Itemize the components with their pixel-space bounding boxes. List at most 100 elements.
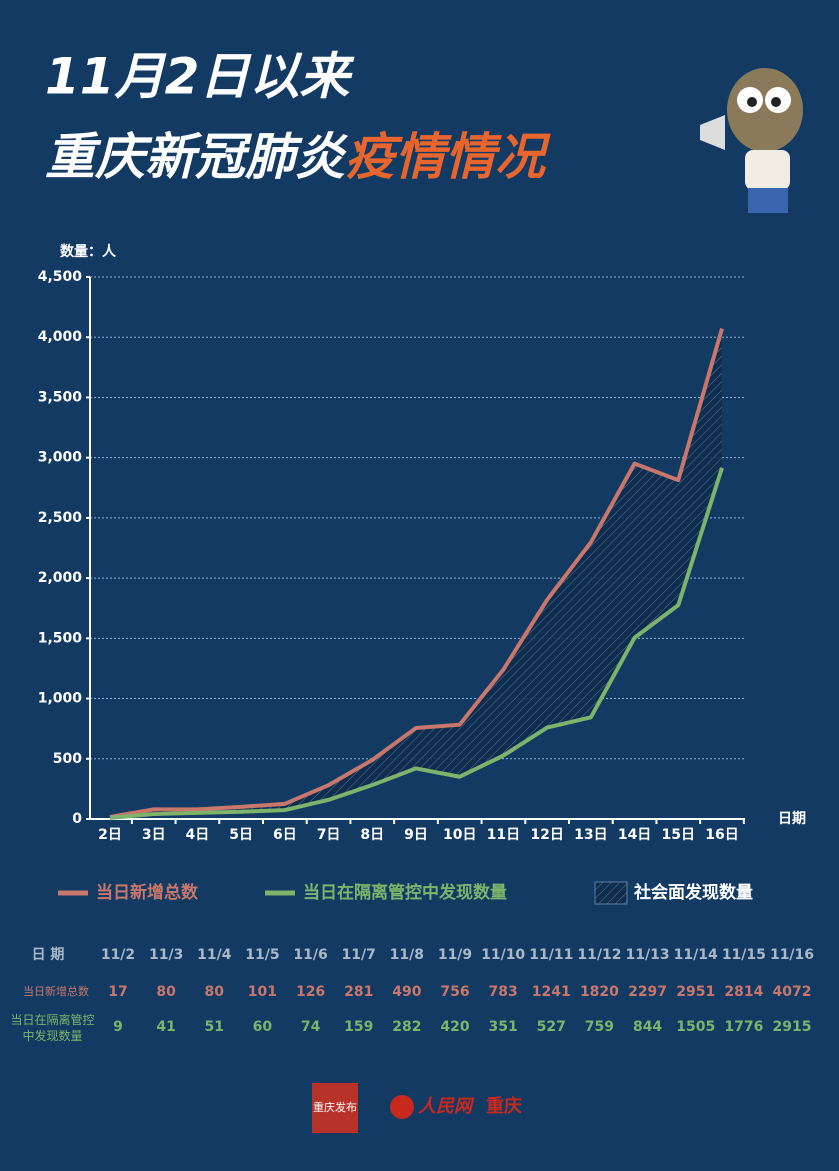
table-header: 日 期 xyxy=(32,947,65,963)
table-date: 11/10 xyxy=(481,947,525,963)
table-value: 51 xyxy=(205,1019,224,1035)
line xyxy=(109,467,724,820)
table-value: 2297 xyxy=(628,984,667,1000)
x-tick-label: 11日 xyxy=(487,827,520,843)
title-orange: 疫情情况 xyxy=(345,128,551,186)
logo2: 人民网 xyxy=(418,1096,475,1117)
x-tick-label: 14日 xyxy=(618,827,651,843)
x-tick-label: 9日 xyxy=(404,827,428,843)
x-tick-label: 8日 xyxy=(360,827,384,843)
table-date: 11/2 xyxy=(101,947,135,963)
table-date: 11/8 xyxy=(390,947,424,963)
logo1: 重庆发布 xyxy=(313,1100,357,1114)
logo2-city: 重庆 xyxy=(486,1095,522,1117)
title-line1: 11月2日以来 xyxy=(45,48,355,106)
y-tick-label: 500 xyxy=(53,751,82,767)
table-date: 11/4 xyxy=(197,947,232,963)
table-date: 11/9 xyxy=(438,947,472,963)
table-date: 11/13 xyxy=(626,947,670,963)
area xyxy=(110,328,722,818)
table-value: 783 xyxy=(489,984,518,1000)
x-tick-label: 5日 xyxy=(229,827,253,843)
y-axis-label: 数量：人 xyxy=(60,243,117,260)
x-tick-label: 13日 xyxy=(574,827,607,843)
table-row-label: 当日新增总数 xyxy=(23,984,89,998)
logo1-box xyxy=(312,1083,358,1133)
x-tick-label: 2日 xyxy=(98,827,122,843)
footer: 重庆发布 人民网 重庆 xyxy=(312,1083,522,1133)
table-value: 490 xyxy=(392,984,421,1000)
table-date: 11/16 xyxy=(770,947,814,963)
table-value: 756 xyxy=(440,984,469,1000)
x-tick-label: 4日 xyxy=(186,827,210,843)
table-date: 11/3 xyxy=(149,947,183,963)
table-date: 11/11 xyxy=(529,947,573,963)
table-value: 281 xyxy=(344,984,373,1000)
table-value: 420 xyxy=(440,1019,469,1035)
table-value: 17 xyxy=(108,984,127,1000)
table-value: 759 xyxy=(585,1019,614,1035)
table-value: 159 xyxy=(344,1019,373,1035)
x-tick-label: 15日 xyxy=(662,827,695,843)
table-date: 11/15 xyxy=(722,947,766,963)
table-value: 1241 xyxy=(532,984,571,1000)
legend-label: 社会面发现数量 xyxy=(633,882,753,903)
table-date: 11/7 xyxy=(342,947,376,963)
table-date: 11/14 xyxy=(674,947,718,963)
legend-label: 当日新增总数 xyxy=(96,882,199,903)
title-line2: 重庆新冠肺炎疫情情况 xyxy=(45,128,551,186)
y-tick-label: 4,000 xyxy=(38,329,83,345)
table-value: 2915 xyxy=(773,1019,812,1035)
table-value: 41 xyxy=(156,1019,175,1035)
x-tick-label: 16日 xyxy=(705,827,738,843)
legend: 当日新增总数 当日在隔离管控中发现数量 社会面发现数量 xyxy=(58,881,753,905)
table: 11/2 17 9 11/3 80 41 11/4 80 51 11/5 101 60 11/6 126 7… xyxy=(101,947,814,1035)
y-tick-label: 2,000 xyxy=(38,570,83,586)
table-value: 1820 xyxy=(580,984,619,1000)
y-tick-label: 2,500 xyxy=(38,510,83,526)
title-white: 重庆新冠肺炎 xyxy=(45,128,349,186)
table-value: 101 xyxy=(248,984,277,1000)
table-value: 844 xyxy=(633,1019,662,1035)
legend-swatch xyxy=(594,881,628,905)
table-row-label: 当日在隔离管控中发现数量 xyxy=(10,1013,95,1043)
table-value: 2951 xyxy=(676,984,715,1000)
table-value: 1505 xyxy=(676,1019,715,1035)
x-tick-label: 10日 xyxy=(443,827,476,843)
table-value: 126 xyxy=(296,984,325,1000)
x-axis-label: 日期 xyxy=(778,811,806,827)
table-value: 9 xyxy=(113,1019,123,1035)
logo2-icon xyxy=(390,1095,414,1119)
table-date: 11/12 xyxy=(577,947,621,963)
table-value: 2814 xyxy=(724,984,763,1000)
x-tick-label: 6日 xyxy=(273,827,297,843)
x-tick-label: 12日 xyxy=(530,827,563,843)
legend-label: 当日在隔离管控中发现数量 xyxy=(303,882,507,903)
y-tick-label: 3,500 xyxy=(38,389,83,405)
table-row-label-box: 当日在隔离管控中发现数量 xyxy=(10,1013,95,1043)
table-value: 80 xyxy=(205,984,225,1000)
x-tick-label: 7日 xyxy=(317,827,341,843)
table-value: 1776 xyxy=(724,1019,763,1035)
table-value: 74 xyxy=(301,1019,321,1035)
x-tick-label: 3日 xyxy=(142,827,166,843)
table-value: 4072 xyxy=(773,984,812,1000)
y-tick-label: 0 xyxy=(72,811,82,827)
y-tick-label: 1,500 xyxy=(38,630,83,646)
table-value: 351 xyxy=(489,1019,518,1035)
table-date: 11/5 xyxy=(245,947,279,963)
mascot xyxy=(700,68,803,213)
table-value: 282 xyxy=(392,1019,421,1035)
y-tick-label: 3,000 xyxy=(38,450,83,466)
line xyxy=(109,327,724,819)
table-value: 527 xyxy=(537,1019,566,1035)
y-tick-label: 1,000 xyxy=(38,691,83,707)
table-date: 11/6 xyxy=(293,947,327,963)
table-value: 80 xyxy=(156,984,176,1000)
table-value: 60 xyxy=(253,1019,273,1035)
y-tick-label: 4,500 xyxy=(38,269,83,285)
plot: 0 500 1,000 1,500 2,000 2,500 3,000 3,500 4,000 4… xyxy=(38,269,745,843)
